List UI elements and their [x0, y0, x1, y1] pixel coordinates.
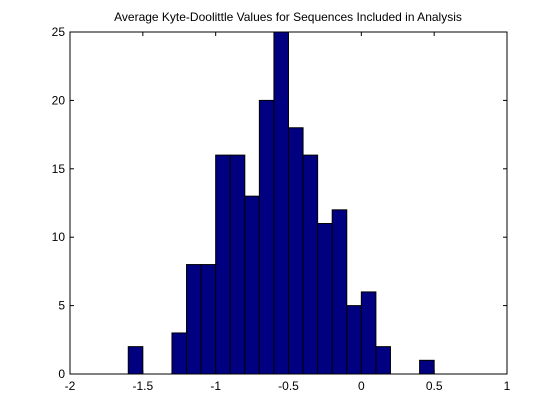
histogram-bar	[200, 264, 217, 375]
histogram-bar	[288, 127, 304, 375]
histogram-bar	[375, 346, 391, 375]
x-tick-label: -1	[210, 379, 221, 393]
plot-frame	[69, 31, 508, 375]
y-tick-label: 5	[58, 299, 65, 313]
histogram-bar	[215, 154, 231, 375]
histogram-bar	[186, 264, 202, 375]
histogram-bar	[346, 305, 362, 375]
histogram-bar	[127, 346, 144, 375]
x-tick-label: 0.5	[426, 379, 443, 393]
histogram-bar	[244, 195, 260, 375]
y-tick-label: 20	[52, 93, 66, 107]
x-tick-label: 0	[358, 379, 365, 393]
histogram-bar	[360, 291, 377, 375]
y-tick-label: 25	[52, 25, 66, 39]
bars-group	[127, 31, 435, 375]
y-tick-label: 15	[52, 162, 66, 176]
histogram-bar	[171, 332, 188, 375]
histogram-bar	[258, 99, 275, 375]
histogram-bar	[273, 31, 289, 375]
y-tick-label: 0	[58, 367, 65, 381]
histogram-bar	[331, 209, 348, 375]
x-tick-label: 1	[504, 379, 511, 393]
x-tick-label: -1.5	[132, 379, 153, 393]
y-tick-label: 10	[52, 230, 66, 244]
y-axis: 0 5 10 15 20 25	[52, 25, 507, 381]
histogram-bar	[302, 154, 319, 375]
x-tick-label: -0.5	[278, 379, 299, 393]
chart-title: Average Kyte-Doolittle Values for Sequen…	[114, 10, 462, 24]
histogram-bar	[229, 154, 246, 375]
histogram-bar	[317, 223, 333, 375]
x-tick-label: -2	[65, 379, 76, 393]
histogram-bar	[419, 359, 435, 375]
